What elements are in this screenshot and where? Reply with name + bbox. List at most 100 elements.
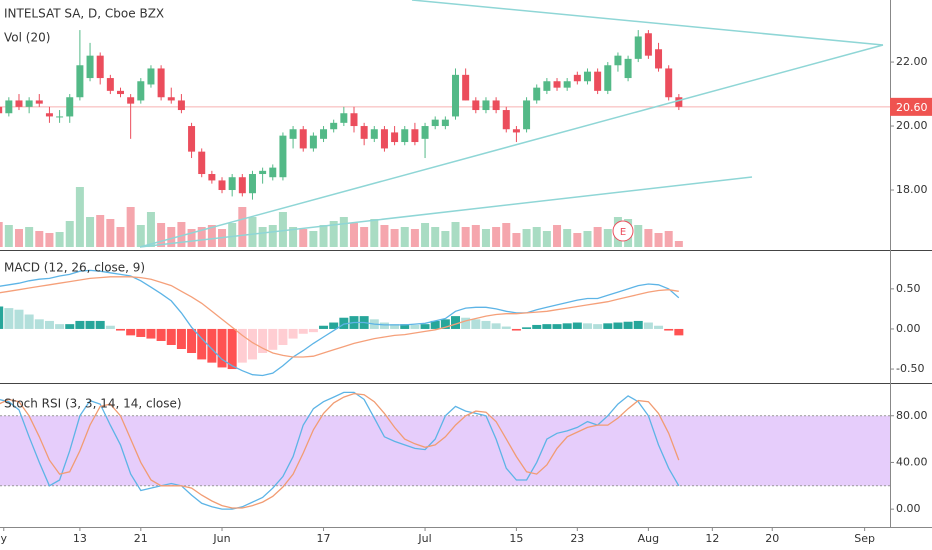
histogram-bar [44, 320, 54, 329]
volume-bar [187, 229, 196, 247]
volume-bar [167, 227, 176, 247]
histogram-bar [197, 328, 207, 360]
candle-body [0, 106, 3, 114]
histogram-bar [278, 328, 288, 345]
indicator-line [0, 392, 680, 509]
candle-body [106, 78, 114, 91]
volume-bar [197, 227, 206, 247]
histogram-bar [268, 328, 278, 350]
x-tick-label: Jul [417, 532, 431, 545]
earnings-marker [612, 220, 634, 242]
histogram-bar [207, 328, 217, 363]
volume-bar [75, 187, 84, 247]
x-tick-label: 17 [317, 532, 331, 545]
histogram-bar [664, 328, 674, 331]
candle-body [208, 174, 216, 181]
candle-body [320, 129, 328, 139]
volume-bar [421, 223, 430, 247]
histogram-bar [105, 325, 115, 329]
volume-bar [492, 227, 501, 247]
earnings-label: E [620, 227, 626, 238]
candle-body [482, 100, 490, 111]
volume-bar [319, 225, 328, 247]
volume-bar [573, 233, 582, 247]
histogram-bar [55, 324, 65, 329]
volume-bar [349, 223, 358, 247]
volume-bar [481, 229, 490, 247]
histogram-bar [247, 328, 257, 360]
histogram-bar [187, 328, 197, 354]
candle-body [117, 90, 125, 95]
candle-body [421, 126, 429, 139]
histogram-bar [217, 328, 227, 368]
volume-bar [86, 217, 95, 247]
volume-bar [25, 227, 34, 247]
candle-body [157, 68, 165, 98]
candle-body [147, 68, 155, 85]
candle-body [269, 167, 277, 178]
candle-body [391, 132, 399, 143]
volume-bar [410, 229, 419, 247]
indicator-line [0, 391, 680, 510]
candle-body [137, 81, 145, 101]
histogram-bar [623, 321, 633, 329]
candle-body [553, 81, 561, 88]
histogram-bar [116, 328, 126, 331]
volume-bar [35, 231, 44, 247]
volume-bar [228, 223, 237, 247]
x-tick-label: y [0, 532, 7, 545]
volume-bar [207, 225, 216, 247]
volume-bar [146, 212, 155, 247]
histogram-bar [430, 320, 440, 329]
histogram-bar [582, 323, 592, 329]
volume-bar [634, 225, 643, 247]
histogram-bar [65, 324, 75, 329]
y-tick-label: 18.00 [896, 183, 928, 196]
candle-body [350, 113, 358, 127]
candle-body [380, 129, 388, 149]
histogram-bar [227, 328, 237, 370]
candle-body [472, 100, 480, 111]
volume-bar [248, 217, 257, 247]
histogram-bar [14, 309, 24, 329]
histogram-bar [633, 320, 643, 329]
y-tick-label: 40.00 [896, 455, 928, 468]
volume-bar [278, 212, 287, 247]
candle-body [299, 129, 307, 149]
histogram-bar [532, 324, 542, 329]
histogram-bar [258, 328, 268, 354]
histogram-bar [643, 322, 653, 329]
volume-bar [136, 225, 145, 247]
candle-body [644, 33, 652, 56]
volume-bar [664, 231, 673, 247]
candle-body [573, 74, 581, 82]
histogram-bar [674, 328, 684, 336]
candle-body [452, 74, 460, 117]
candle-body [198, 151, 206, 175]
histogram-bar [0, 306, 4, 329]
volume-bar [451, 222, 460, 247]
volume-bar [360, 227, 369, 247]
volume-bar [542, 231, 551, 247]
x-tick-label: 23 [570, 532, 584, 545]
volume-bar [268, 225, 277, 247]
histogram-bar [451, 316, 461, 329]
y-tick-label: 22.00 [896, 55, 928, 68]
trend-line [139, 176, 753, 248]
histogram-bar [410, 324, 420, 329]
histogram-bar [420, 324, 430, 329]
volume-bar [532, 227, 541, 247]
plot-layer: 18.00 20.00 22.00 -0.50 0.00 0.50 0.00 40.00 80.… [0, 30, 932, 545]
volume-bar [177, 222, 186, 247]
candle-body [431, 119, 439, 127]
x-tick-label: 15 [509, 532, 523, 545]
histogram-bar [156, 328, 166, 341]
histogram-bar [552, 324, 562, 329]
candle-body [370, 129, 378, 139]
histogram-bar [603, 323, 613, 329]
volume-bar [512, 233, 521, 247]
histogram-bar [572, 322, 582, 329]
indicator-line [0, 269, 680, 377]
volume-bar [258, 227, 267, 247]
volume-bar [329, 221, 338, 247]
